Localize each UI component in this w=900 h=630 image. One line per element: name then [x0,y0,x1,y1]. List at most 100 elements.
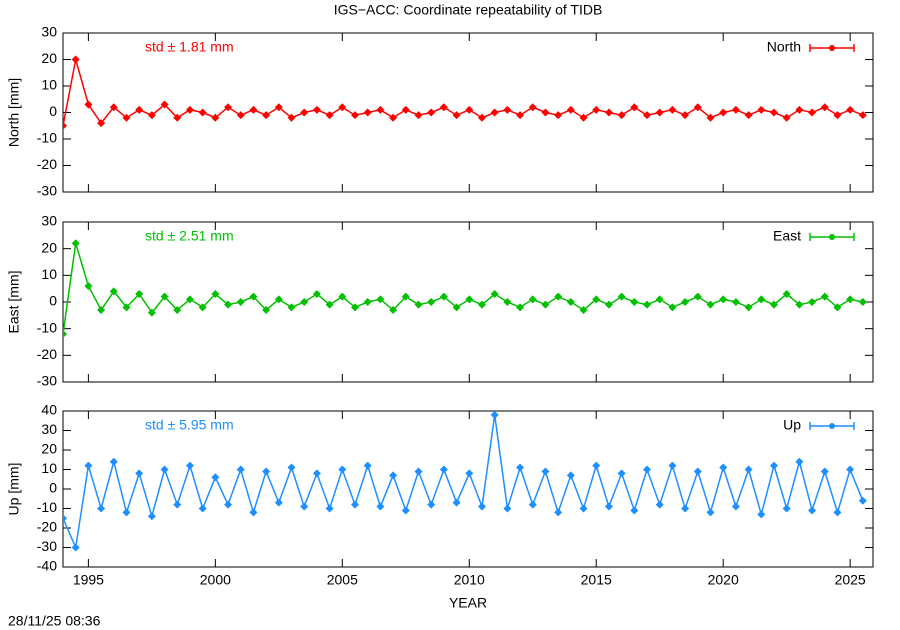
point [655,295,664,304]
point [211,113,220,122]
point [224,500,233,509]
point [579,113,588,122]
point [795,105,804,114]
point [376,105,385,114]
legend-marker [829,423,835,429]
y-tick-label: 30 [41,24,57,40]
series-group [63,411,867,552]
point [465,469,474,478]
x-tick-label: 2025 [835,572,866,588]
point [274,295,283,304]
point [63,121,67,130]
point [249,105,258,114]
point [338,465,347,474]
point [224,300,233,309]
point [490,290,499,298]
point [71,55,80,64]
point [135,469,144,478]
point [452,498,461,507]
point [338,103,347,112]
y-tick-label: -10 [37,130,57,146]
point [757,295,766,304]
point [401,292,410,301]
series-line [63,59,864,126]
point [147,308,156,317]
point [84,282,93,290]
point [300,298,309,306]
point [858,496,867,505]
point [782,504,791,513]
point [147,512,156,521]
y-tick-label: 10 [41,460,57,476]
y-tick-label: -20 [37,519,57,535]
point [363,298,372,306]
point [427,500,436,509]
point [185,105,194,114]
point [604,108,613,117]
point [820,467,829,476]
point [795,457,804,466]
y-tick-label: -40 [37,558,57,574]
y-tick-label: 30 [41,421,57,437]
point [63,514,67,523]
y-tick-label: 0 [49,293,57,309]
y-tick-label: -30 [37,373,57,389]
point [185,295,194,304]
point [706,300,715,309]
series-group [63,55,867,130]
point [630,506,639,515]
point [833,111,842,120]
point [414,467,423,476]
y-tick-label: 10 [41,77,57,93]
point [351,500,360,509]
point [401,105,410,114]
point [160,292,169,301]
point [477,502,486,511]
point [71,239,80,248]
point [769,461,778,470]
x-tick-label: 2005 [327,572,358,588]
legend-label: East [773,228,801,244]
point [566,471,575,480]
y-tick-label: 20 [41,441,57,457]
y-tick-label: -30 [37,183,57,199]
point [338,292,347,301]
point [274,498,283,507]
point [363,108,372,117]
y-axis-label: East [mm] [6,270,22,333]
y-tick-label: 20 [41,50,57,66]
point [249,508,258,517]
point [744,465,753,474]
point [554,292,563,301]
point [757,510,766,519]
point [668,461,677,470]
point [820,292,829,301]
point [262,111,271,120]
point [706,113,715,122]
point [846,105,855,114]
series-line [63,243,863,335]
point [198,303,207,312]
point [122,303,131,312]
point [262,306,271,314]
point [668,303,677,312]
point [439,103,448,112]
point [617,469,626,478]
point [833,508,842,517]
point [135,290,144,298]
point [389,113,398,122]
y-tick-label: -10 [37,499,57,515]
point [287,113,296,122]
point [731,298,740,306]
point [427,298,436,306]
y-tick-label: 40 [41,402,57,418]
point [706,508,715,517]
point [490,108,499,117]
point [389,471,398,480]
point [592,105,601,114]
y-axis-label: Up [mm] [6,463,22,516]
point [173,306,182,314]
point [528,295,537,304]
point [566,298,575,306]
